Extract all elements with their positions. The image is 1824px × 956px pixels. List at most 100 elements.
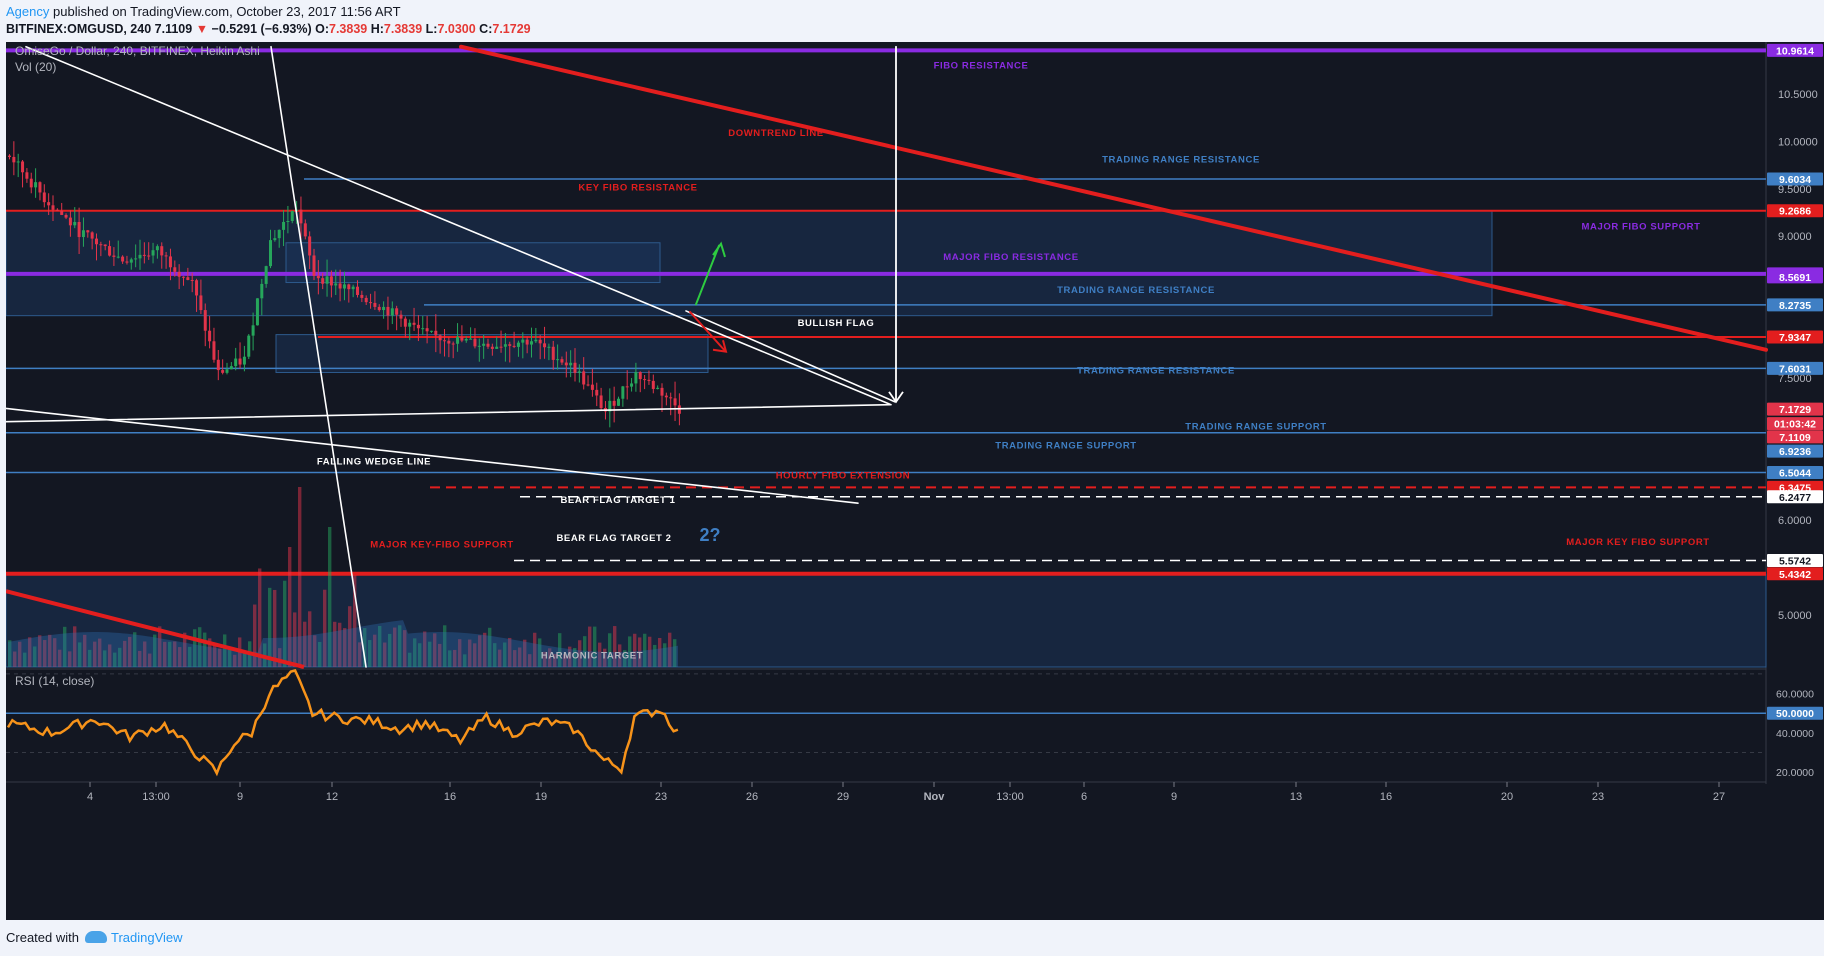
candle-body [8, 155, 11, 157]
candle-body [617, 398, 620, 406]
annotation-label: FALLING WEDGE LINE [317, 456, 431, 467]
tradingview-link[interactable]: TradingView [110, 930, 183, 945]
volume-bar [358, 642, 362, 667]
candle-body [377, 306, 381, 311]
candle-body [186, 277, 190, 280]
volume-bar [573, 648, 577, 667]
low-label: L: [425, 22, 438, 36]
candle-body [499, 346, 503, 348]
tradingview-logo-icon [84, 931, 107, 943]
volume-bar [313, 635, 317, 667]
candle-body [630, 383, 634, 387]
volume-bar [268, 587, 272, 667]
candle-body [651, 380, 655, 389]
candle-body [277, 229, 281, 239]
candle-body [664, 395, 668, 398]
volume-bar [73, 626, 77, 667]
volume-bar [288, 547, 292, 667]
candle-body [677, 405, 681, 414]
volume-bar [408, 652, 412, 667]
volume-bar [8, 640, 12, 667]
volume-bar [403, 630, 407, 667]
candle-body [625, 386, 629, 388]
volume-bar [118, 647, 122, 667]
volume-bar [563, 654, 567, 667]
volume-bar [648, 636, 652, 667]
price-tick-label: 10.5000 [1778, 89, 1818, 101]
author-link[interactable]: Agency [6, 4, 50, 19]
candle-body [316, 275, 320, 279]
volume-bar [418, 643, 422, 667]
volume-bar [103, 650, 107, 667]
volume-bar [338, 622, 342, 667]
volume-bar [398, 625, 402, 667]
time-tick-label: 23 [655, 791, 667, 803]
candle-body [68, 217, 72, 226]
volume-bar [113, 652, 117, 667]
candle-body [538, 339, 542, 344]
candle-body [647, 379, 651, 381]
candle-body [564, 362, 568, 366]
volume-bar [528, 654, 532, 667]
candle-body [547, 346, 551, 348]
candle-body [155, 246, 159, 251]
candle-body [486, 343, 490, 347]
candle-body [138, 254, 142, 259]
candle-body [73, 222, 77, 226]
price-tag [1767, 204, 1823, 218]
volume-bar [633, 633, 637, 667]
candle-body [329, 276, 333, 286]
candle-body [121, 256, 125, 262]
volume-bar [348, 606, 352, 667]
candle-body [447, 340, 451, 344]
volume-bar [618, 644, 622, 667]
candle-body [203, 310, 207, 331]
volume-bar [198, 627, 202, 667]
candle-body [399, 314, 403, 319]
volume-trend-line [5, 589, 305, 669]
volume-bar [568, 646, 572, 667]
arrow-up-icon [712, 241, 726, 258]
candle-body [443, 340, 446, 342]
candle-body [251, 325, 255, 336]
volume-bar [78, 642, 82, 667]
price-tag-label: 7.9347 [1779, 332, 1811, 344]
candle-body [421, 328, 425, 330]
candle-body [125, 261, 129, 263]
volume-bar [433, 633, 437, 667]
candle-body [229, 366, 233, 370]
volume-bar [583, 636, 587, 667]
candle-body [168, 256, 172, 268]
price-tag-label: 6.2477 [1779, 492, 1811, 504]
candle-body [116, 256, 120, 258]
candle-body [612, 400, 616, 406]
bearish-arrow-line [689, 310, 725, 351]
volume-bar [498, 649, 502, 667]
candle-body [21, 161, 25, 173]
candle-body [416, 324, 420, 329]
candle-body [586, 384, 590, 386]
time-tick-label: 13 [1290, 791, 1302, 803]
bullish-flag-lower-line [5, 403, 891, 423]
volume-bar [258, 568, 262, 667]
wedge-steep-line [270, 45, 367, 668]
candle-body [303, 223, 307, 237]
quote-line: BITFINEX:OMGUSD, 240 7.1109 ▼ −0.5291 (−… [6, 22, 531, 36]
volume-bar [93, 641, 97, 667]
candle-body [77, 222, 81, 238]
rsi-tick-label: 50.0000 [1776, 708, 1814, 720]
chart-svg[interactable]: FIBO RESISTANCE DOWNTREND LINE TRADING RAN… [5, 42, 1824, 920]
volume-bar [233, 654, 237, 667]
candle-body [290, 210, 294, 221]
candle-body [560, 359, 564, 363]
volume-bar [133, 632, 137, 667]
candle-body [134, 258, 138, 260]
volume-bar [603, 648, 607, 667]
legend-vol: Vol (20) [15, 60, 56, 74]
chart-area[interactable]: FIBO RESISTANCE DOWNTREND LINE TRADING RAN… [5, 42, 1824, 920]
candle-body [516, 342, 520, 347]
candle-body [221, 370, 225, 373]
volume-bar [178, 647, 182, 667]
volume-bar [318, 641, 322, 667]
annotation-label: MAJOR KEY FIBO SUPPORT [1566, 537, 1709, 548]
